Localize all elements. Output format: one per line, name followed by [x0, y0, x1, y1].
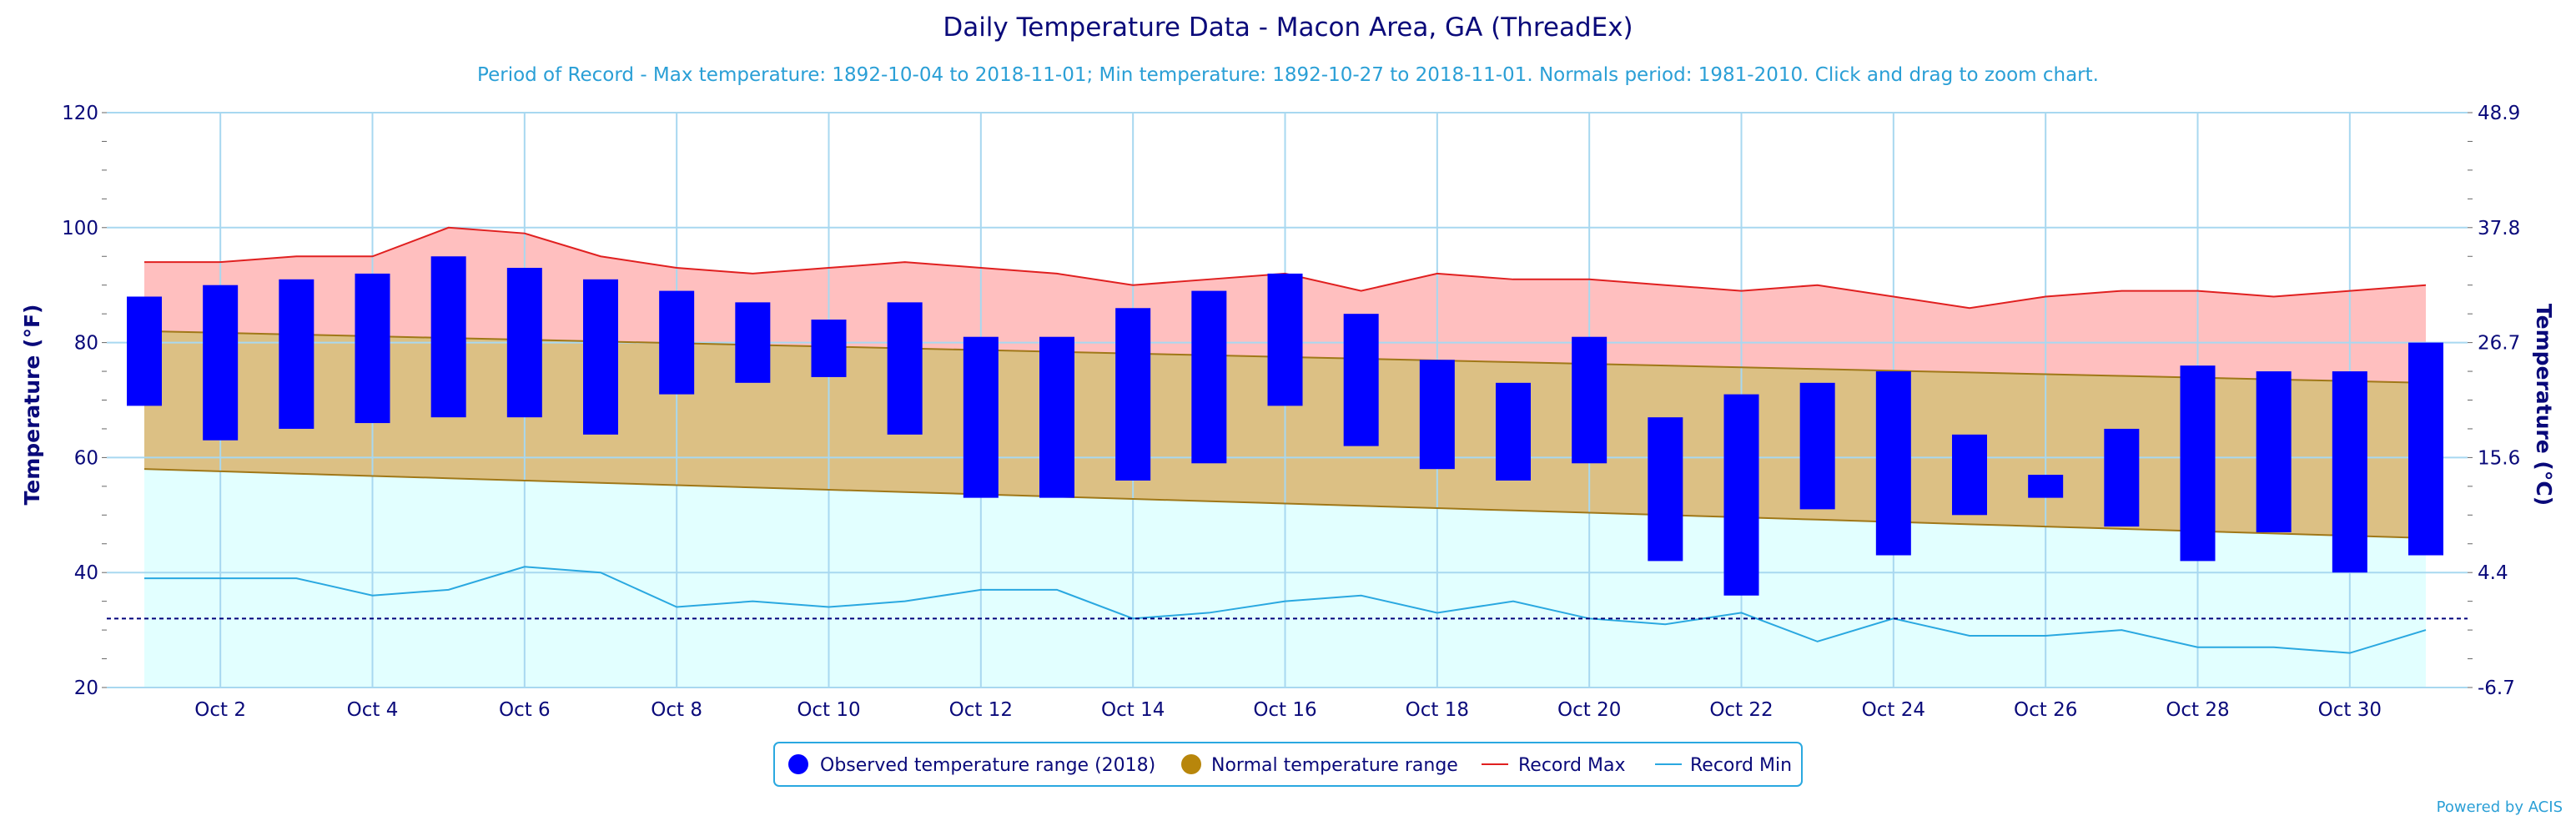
- observed-bar: [127, 296, 162, 406]
- legend-item-normal[interactable]: Normal temperature range: [1181, 754, 1458, 776]
- legend-item-record-max[interactable]: Record Max: [1482, 755, 1626, 776]
- x-tick-label: Oct 8: [651, 699, 702, 721]
- y-axis-left-ticks: 20 40 60 80 100 120: [62, 103, 98, 699]
- observed-bar: [2104, 428, 2140, 527]
- observed-bar: [1419, 360, 1455, 470]
- legend[interactable]: Observed temperature range (2018) Normal…: [773, 742, 1803, 787]
- observed-bar: [583, 279, 618, 435]
- observed-bar: [659, 290, 695, 395]
- chart-title: Daily Temperature Data - Macon Area, GA …: [943, 13, 1633, 43]
- x-tick-label: Oct 10: [797, 699, 860, 721]
- observed-bar: [355, 273, 390, 424]
- observed-bar: [506, 268, 542, 418]
- y-tick-label-left: 40: [74, 562, 98, 584]
- x-tick-label: Oct 30: [2318, 699, 2382, 721]
- y-tick-label-right: 48.9: [2478, 103, 2520, 124]
- y-tick-label-left: 120: [62, 103, 98, 124]
- legend-record-min-label: Record Min: [1690, 755, 1792, 776]
- x-tick-label: Oct 22: [1709, 699, 1773, 721]
- y-tick-label-right: 37.8: [2478, 218, 2520, 239]
- x-tick-label: Oct 18: [1406, 699, 1469, 721]
- observed-bar: [2180, 365, 2216, 562]
- plot-area[interactable]: [102, 112, 2473, 688]
- observed-bars: [127, 256, 2443, 596]
- observed-bar: [963, 336, 999, 498]
- y-tick-label-right: 26.7: [2478, 333, 2520, 355]
- chart-subtitle: Period of Record - Max temperature: 1892…: [477, 64, 2099, 86]
- y-tick-label-left: 60: [74, 447, 98, 469]
- credit-link[interactable]: Powered by ACIS: [2437, 798, 2563, 816]
- x-tick-label: Oct 14: [1101, 699, 1165, 721]
- legend-observed-label: Observed temperature range (2018): [820, 755, 1155, 776]
- observed-bar: [1115, 308, 1151, 481]
- y-tick-label-left: 20: [74, 677, 98, 699]
- observed-bar: [1648, 417, 1683, 562]
- observed-bar: [430, 256, 466, 418]
- x-tick-label: Oct 28: [2166, 699, 2229, 721]
- observed-bar: [2332, 371, 2367, 573]
- legend-observed-marker: [788, 754, 808, 774]
- x-tick-label: Oct 4: [347, 699, 399, 721]
- x-tick-label: Oct 2: [194, 699, 246, 721]
- legend-record-max-label: Record Max: [1518, 755, 1626, 776]
- x-tick-label: Oct 16: [1253, 699, 1316, 721]
- observed-bar: [2408, 342, 2443, 556]
- x-tick-label: Oct 12: [949, 699, 1013, 721]
- observed-bar: [735, 302, 771, 383]
- normal-low-line: [143, 468, 2427, 539]
- y-axis-right-title: Temperature (°C): [2532, 304, 2556, 506]
- observed-bar: [203, 285, 239, 441]
- observed-bar: [1875, 371, 1911, 556]
- legend-normal-marker: [1181, 754, 1201, 774]
- x-tick-label: Oct 6: [499, 699, 551, 721]
- legend-item-record-min[interactable]: Record Min: [1655, 755, 1792, 776]
- legend-box: [773, 742, 1803, 787]
- y-tick-label-right: 4.4: [2478, 562, 2508, 584]
- observed-bar: [1952, 434, 1987, 516]
- observed-bar: [2028, 475, 2064, 498]
- axes: 20 40 60 80 100 120 -6.7 4.4 15.6 26.7 37.8 48.9 O…: [62, 103, 2520, 721]
- observed-bar: [1799, 382, 1835, 510]
- record-min-line: [144, 566, 2427, 654]
- observed-bar: [1496, 382, 1531, 481]
- legend-item-observed[interactable]: Observed temperature range (2018): [788, 754, 1155, 776]
- x-tick-label: Oct 26: [2014, 699, 2077, 721]
- x-axis-ticks: Oct 2 Oct 4 Oct 6 Oct 8 Oct 10 Oct 12 Oct 14 Oc…: [107, 687, 2468, 721]
- observed-bar: [811, 320, 847, 377]
- observed-bar: [2256, 371, 2292, 532]
- legend-normal-label: Normal temperature range: [1211, 755, 1458, 776]
- x-tick-label: Oct 20: [1557, 699, 1621, 721]
- y-axis-right-ticks: -6.7 4.4 15.6 26.7 37.8 48.9: [2478, 103, 2520, 699]
- observed-bar: [1343, 314, 1379, 446]
- x-tick-label: Oct 24: [1862, 699, 1925, 721]
- observed-bar: [1039, 336, 1074, 498]
- observed-bar: [1723, 394, 1759, 596]
- observed-bar: [279, 279, 314, 429]
- y-axis-left-title: Temperature (°F): [20, 305, 44, 506]
- observed-bar: [887, 302, 923, 435]
- y-tick-label-right: -6.7: [2478, 677, 2515, 699]
- observed-bar: [1572, 336, 1607, 464]
- y-tick-label-left: 80: [74, 333, 98, 355]
- observed-bar: [1267, 273, 1303, 406]
- observed-bar: [1191, 290, 1227, 464]
- y-tick-label-left: 100: [62, 218, 98, 239]
- y-tick-label-right: 15.6: [2478, 447, 2520, 469]
